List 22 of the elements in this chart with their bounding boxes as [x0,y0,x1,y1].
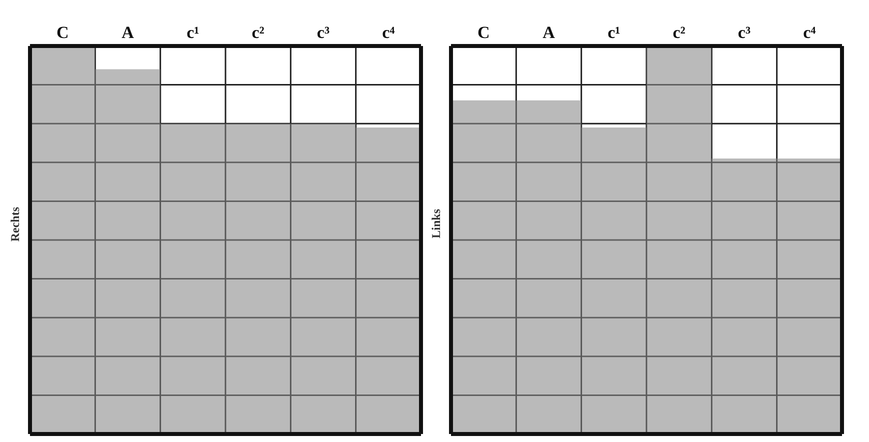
x-tick-label: c⁴ [382,23,395,42]
bar [712,158,777,434]
x-tick-label: A [122,23,135,42]
x-tick-label: C [56,23,69,42]
x-tick-label: A [542,23,556,42]
bar [290,124,356,434]
y-axis-title: Rechts [8,206,23,242]
x-tick-label: c³ [738,23,751,42]
bar [646,46,712,434]
bar [95,69,160,434]
x-tick-label: c² [252,23,264,42]
bar [516,100,582,434]
y-axis-title: Links [429,209,444,239]
x-tick-label: c¹ [186,23,200,42]
x-tick-label: C [477,23,490,42]
x-tick-label: c¹ [608,23,620,42]
x-tick-label: c² [672,23,686,42]
bar [581,127,646,434]
x-tick-label: c⁴ [803,23,816,42]
bar [226,124,290,434]
bar [160,124,226,434]
x-tick-label: c³ [316,23,330,42]
